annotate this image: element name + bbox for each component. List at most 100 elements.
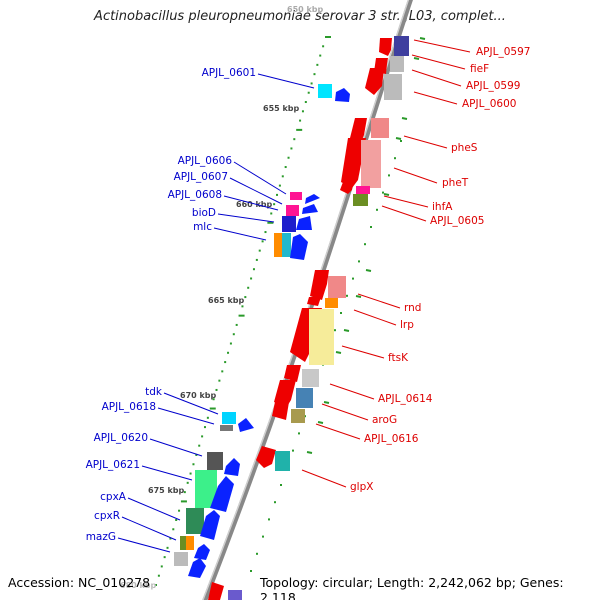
gene-apjl-0597-arrow[interactable] <box>379 38 392 56</box>
gene-apjl-0616-block[interactable] <box>291 409 305 423</box>
gene-cpxa-block[interactable] <box>186 508 204 534</box>
gene-mazg-arrow[interactable] <box>194 544 210 560</box>
gene-label-mlc[interactable]: mlc <box>193 221 212 233</box>
gene-apjl-0606-block[interactable] <box>290 192 302 200</box>
gene-partial-block-bottom[interactable] <box>228 590 242 600</box>
gene-label-cpxa[interactable]: cpxA <box>100 491 127 503</box>
gene-label-phes[interactable]: pheS <box>451 142 478 154</box>
gene-label-apjl-0599[interactable]: APJL_0599 <box>466 80 520 92</box>
gene-biod-arrow[interactable] <box>296 216 312 230</box>
gene-partial-forward-arrow[interactable] <box>188 558 206 578</box>
tick-mark-minor <box>264 231 267 234</box>
gene-label-apjl-0620[interactable]: APJL_0620 <box>94 432 148 444</box>
gene-label-apjl-0607[interactable]: APJL_0607 <box>174 171 228 183</box>
gene-mlc-block-orange[interactable] <box>274 233 282 257</box>
gene-phet-arrow[interactable] <box>341 138 366 188</box>
gene-apjl-0600-block[interactable] <box>384 74 402 100</box>
gene-label-glpx[interactable]: glpX <box>350 481 373 493</box>
gene-lrp-block[interactable] <box>325 298 338 308</box>
gene-label-ihfa[interactable]: ihfA <box>432 201 453 213</box>
gene-label-apjl-0606[interactable]: APJL_0606 <box>178 155 233 167</box>
gene-apjl-0607-block[interactable] <box>286 205 299 216</box>
gene-apjl-0605-block[interactable] <box>353 194 368 206</box>
tick-mark-minor <box>241 305 244 308</box>
gene-label-lrp[interactable]: lrp <box>400 319 414 331</box>
gene-label-apjl-0614[interactable]: APJL_0614 <box>378 393 433 405</box>
gene-apjl-0620-block[interactable] <box>207 452 223 470</box>
gene-label-apjl-0616[interactable]: APJL_0616 <box>364 433 419 445</box>
gene-ihfa-arrow[interactable] <box>340 182 353 194</box>
tick-mark-minor-right <box>280 484 282 486</box>
gene-tdk-block[interactable] <box>222 412 236 424</box>
gene-label-ftsk[interactable]: ftsK <box>388 352 409 364</box>
gene-label-phet[interactable]: pheT <box>442 177 469 189</box>
gene-partial-arrow-bottom[interactable] <box>208 582 224 600</box>
gene-apjl-0620-arrow[interactable] <box>224 458 240 476</box>
leader-line-fief <box>411 54 466 70</box>
tick-mark-minor-right <box>364 243 366 246</box>
tick-mark-minor <box>163 556 166 559</box>
gene-arog-arrow[interactable] <box>274 380 296 408</box>
gene-apjl-0614-block[interactable] <box>302 369 319 387</box>
tick-mark-minor-right <box>358 260 360 263</box>
gene-label-apjl-0605[interactable]: APJL_0605 <box>430 215 484 227</box>
gene-phes-arrow[interactable] <box>350 118 367 140</box>
gene-apjl-0601-block[interactable] <box>318 84 332 98</box>
gene-label-apjl-0621[interactable]: APJL_0621 <box>86 459 140 471</box>
gene-label-apjl-0600[interactable]: APJL_0600 <box>462 98 516 110</box>
gene-rnd-arrow[interactable] <box>310 270 329 300</box>
gene-apjl-0618-block[interactable] <box>220 425 233 431</box>
tick-label-650: 650 kbp <box>287 5 324 14</box>
gene-apjl-0601-arrow[interactable] <box>335 88 350 102</box>
gene-cpxa-arrow[interactable] <box>200 510 220 540</box>
gene-mlc-arrow[interactable] <box>290 234 308 260</box>
gene-rnd-block[interactable] <box>328 276 346 298</box>
gene-apjl-0621-arrow[interactable] <box>210 476 234 512</box>
gene-cpxr-block-orange[interactable] <box>186 536 194 550</box>
gene-fief-block[interactable] <box>394 36 409 56</box>
gene-apjl-0599-block[interactable] <box>390 56 404 72</box>
gene-ftsk-block[interactable] <box>309 309 334 365</box>
gene-label-apjl-0608[interactable]: APJL_0608 <box>168 189 222 201</box>
gene-biod-block[interactable] <box>282 216 296 232</box>
gene-lrp-arrow[interactable] <box>307 297 321 306</box>
leader-line-arog <box>321 403 369 421</box>
tick-mark-minor <box>304 101 307 104</box>
gene-apjl-0616-arrow[interactable] <box>272 402 289 420</box>
gene-label-biod[interactable]: bioD <box>192 207 216 219</box>
tick-mark-minor <box>316 63 319 66</box>
gene-apjl-0607-arrow[interactable] <box>302 204 318 214</box>
gene-label-tdk[interactable]: tdk <box>145 386 163 398</box>
gene-apjl-0606-arrow[interactable] <box>305 194 320 204</box>
gene-glpx-arrow[interactable] <box>256 446 276 468</box>
gene-label-apjl-0618[interactable]: APJL_0618 <box>102 401 156 413</box>
tick-mark-reverse <box>343 329 350 332</box>
gene-apjl-0600-arrow[interactable] <box>365 68 384 95</box>
gene-label-cpxr[interactable]: cpxR <box>94 510 120 522</box>
gene-label-rnd[interactable]: rnd <box>404 302 421 314</box>
gene-label-apjl-0601[interactable]: APJL_0601 <box>202 67 256 79</box>
gene-ihfa-block[interactable] <box>356 186 370 194</box>
gene-apjl-0614-arrow[interactable] <box>284 365 301 382</box>
tick-mark-minor <box>221 370 224 373</box>
gene-label-fief[interactable]: fieF <box>470 63 489 75</box>
gene-arog-block[interactable] <box>296 388 313 408</box>
leader-line-apjl-0600 <box>413 91 458 105</box>
tick-mark-minor <box>284 166 287 169</box>
tick-mark-minor-right <box>346 294 348 297</box>
gene-tdk-arrow[interactable] <box>238 418 254 432</box>
gene-cpxr-block[interactable] <box>180 536 186 550</box>
gene-label-apjl-0597[interactable]: APJL_0597 <box>476 46 530 58</box>
gene-apjl-0621-block[interactable] <box>195 470 217 508</box>
gene-label-arog[interactable]: aroG <box>372 414 397 426</box>
gene-phes-block[interactable] <box>371 118 389 138</box>
tick-mark-minor <box>290 147 293 150</box>
gene-label-mazg[interactable]: mazG <box>86 531 116 543</box>
tick-mark-minor <box>267 221 274 224</box>
gene-mazg-block[interactable] <box>174 552 188 566</box>
gene-mlc-block-cyan[interactable] <box>282 233 291 257</box>
gene-phet-block[interactable] <box>361 140 381 188</box>
gene-glpx-block[interactable] <box>275 451 290 471</box>
